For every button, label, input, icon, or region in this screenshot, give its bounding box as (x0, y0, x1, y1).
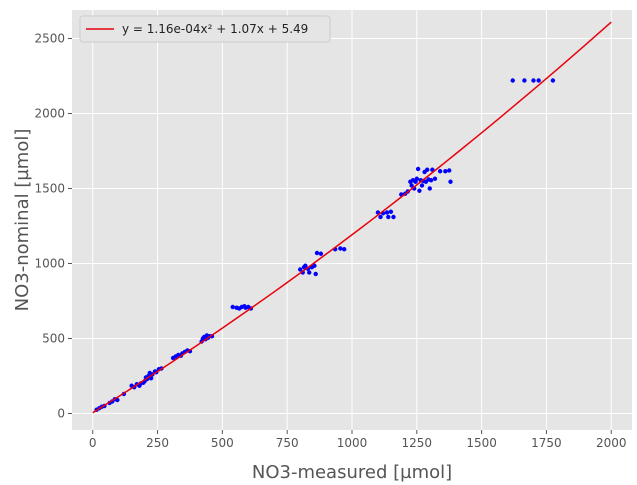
data-point (318, 251, 324, 256)
data-point (447, 168, 452, 173)
data-point (409, 183, 414, 188)
x-tick-label: 2000 (596, 436, 627, 450)
data-point (415, 166, 421, 172)
fit-line (92, 21, 612, 414)
data-point (342, 247, 347, 252)
data-point (432, 176, 438, 181)
x-tick-label: 1750 (531, 436, 562, 450)
data-point (443, 169, 448, 174)
data-point (419, 183, 425, 188)
data-point (437, 169, 443, 174)
y-axis-ticks: 0 500 1000 1500 2000 2500 (34, 32, 72, 421)
x-tick-label: 1000 (337, 436, 368, 450)
x-tick-label: 0 (89, 436, 97, 450)
y-tick-label: 2000 (34, 107, 65, 121)
x-tick-label: 1500 (466, 436, 497, 450)
data-point (414, 176, 420, 181)
y-tick-label: 1500 (34, 182, 65, 196)
data-point (522, 78, 527, 83)
y-tick-label: 2500 (34, 32, 65, 46)
data-point (428, 178, 434, 183)
x-axis-ticks: 0 250 500 750 1000 1250 1500 1750 2000 (89, 430, 627, 450)
data-point (417, 188, 422, 193)
data-point (312, 263, 317, 268)
y-tick-label: 0 (57, 407, 65, 421)
legend-label: y = 1.16e-04x² + 1.07x + 5.49 (122, 22, 308, 36)
x-tick-label: 750 (276, 436, 299, 450)
data-point (314, 250, 320, 256)
data-point (230, 304, 235, 310)
data-point (338, 246, 343, 251)
x-tick-label: 250 (146, 436, 169, 450)
y-axis-label: NO3-nominal [µmol] (12, 129, 33, 312)
x-tick-label: 500 (211, 436, 234, 450)
data-point (448, 179, 453, 184)
grid-lines (72, 10, 632, 430)
data-point (386, 214, 391, 220)
data-point (391, 214, 396, 220)
data-point (531, 78, 536, 83)
data-point (536, 78, 541, 83)
data-point (424, 167, 430, 172)
data-point (303, 263, 308, 268)
data-point (550, 78, 556, 83)
data-point (510, 78, 515, 83)
data-point (115, 397, 120, 403)
data-point (313, 271, 318, 277)
x-axis-label: NO3-measured [µmol] (252, 462, 452, 483)
data-point (378, 214, 383, 220)
x-tick-label: 1250 (402, 436, 433, 450)
legend: y = 1.16e-04x² + 1.07x + 5.49 (79, 15, 331, 43)
data-point (388, 209, 394, 214)
data-point (307, 270, 312, 275)
y-tick-label: 1000 (34, 257, 65, 271)
data-point (427, 186, 432, 191)
legend-box (79, 15, 331, 43)
data-point (297, 267, 303, 272)
data-point (384, 210, 390, 215)
y-tick-label: 500 (42, 332, 65, 346)
